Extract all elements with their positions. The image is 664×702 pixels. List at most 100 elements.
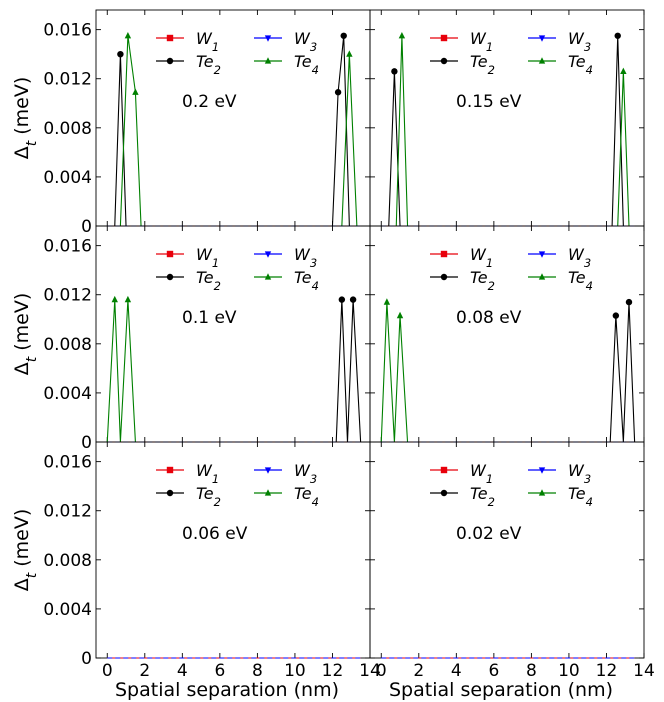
series-Te2 — [381, 32, 635, 227]
chart-panel-3: 0 0.004 0.008 0.012 0.016 W1 W3 Te2 Te4 0.1 eV — [43, 225, 371, 453]
legend: W1 W3 Te2 Te4 — [430, 29, 593, 77]
legend-label: W3 — [294, 461, 317, 486]
chart-panel-6: 0 2 4 6 8 10 12 14 W1 W3 Te2 Te4 0.02 eV — [369, 441, 655, 681]
y-tick-label: 0.012 — [43, 70, 92, 90]
panel-annotation: 0.15 eV — [456, 92, 522, 112]
legend-marker — [166, 273, 174, 281]
legend-item-Te4: Te4 — [254, 268, 319, 293]
legend-marker — [440, 34, 448, 42]
legend-item-Te4: Te4 — [528, 484, 593, 509]
panel-frame — [95, 225, 371, 443]
chart-panel-4: W1 W3 Te2 Te4 0.08 eV — [369, 225, 645, 443]
legend-label: W3 — [568, 245, 591, 270]
point-Te4 — [111, 295, 118, 303]
chart-panel-1: 0 0.004 0.008 0.012 0.016 W1 W3 Te2 Te4 0.2 eV — [43, 9, 371, 237]
legend: W1 W3 Te2 Te4 — [430, 461, 593, 509]
x-tick-label: 4 — [451, 661, 462, 681]
legend: W1 W3 Te2 Te4 — [156, 29, 319, 77]
legend-label: W1 — [196, 245, 219, 270]
x-tick-label: 0 — [376, 661, 387, 681]
y-tick-label: 0.004 — [43, 600, 92, 620]
legend-item-W3: W3 — [254, 461, 317, 486]
x-axis-label: Spatial separation (nm) — [115, 679, 339, 701]
legend-label: W1 — [196, 29, 219, 54]
y-tick-label: 0.016 — [43, 21, 92, 41]
x-tick-label: 14 — [359, 661, 381, 681]
x-tick-label: 8 — [252, 661, 263, 681]
legend-item-Te2: Te2 — [156, 268, 221, 293]
point-Te4 — [124, 295, 132, 303]
x-tick-label: 10 — [284, 661, 306, 681]
legend-label: Te2 — [470, 268, 495, 293]
series-Te2 — [107, 32, 361, 227]
legend-marker — [440, 273, 448, 281]
legend-label: Te2 — [470, 52, 495, 77]
y-tick-label: 0.016 — [43, 453, 92, 473]
legend-item-Te4: Te4 — [254, 484, 319, 509]
point-Te2 — [340, 32, 347, 39]
y-tick-label: 0.008 — [43, 119, 92, 139]
panel-annotation: 0.1 eV — [182, 308, 237, 328]
x-tick-label: 14 — [633, 661, 655, 681]
panel-frame — [369, 225, 645, 443]
y-axis-labels: Δt (meV) Δt (meV) Δt (meV) — [11, 77, 40, 592]
legend-item-W1: W1 — [430, 245, 493, 270]
legend-marker — [166, 489, 174, 497]
panel-annotation: 0.2 eV — [182, 92, 237, 112]
legend-marker — [440, 57, 448, 65]
panel-frame — [95, 9, 371, 227]
legend-label: Te2 — [470, 484, 495, 509]
legend-label: Te4 — [294, 484, 319, 509]
point-Te2 — [391, 68, 398, 75]
legend-marker — [538, 251, 546, 258]
point-Te2 — [117, 50, 124, 58]
y-axis-label: Δt (meV) — [11, 77, 40, 160]
series-line-Te2 — [107, 35, 361, 227]
panel-frame — [369, 441, 645, 659]
legend-label: W1 — [196, 461, 219, 486]
point-Te4 — [398, 31, 406, 39]
legend-label: Te4 — [568, 52, 593, 77]
point-Te2 — [614, 32, 621, 39]
y-tick-label: 0.008 — [43, 551, 92, 571]
panel-annotation: 0.08 eV — [456, 308, 522, 328]
series-Te4 — [381, 31, 635, 227]
point-Te4 — [620, 67, 627, 74]
legend-label: Te4 — [294, 268, 319, 293]
legend-marker — [166, 57, 174, 65]
point-Te2 — [338, 296, 346, 303]
legend-marker — [264, 273, 272, 280]
legend-label: Te4 — [294, 52, 319, 77]
x-axis-labels: Spatial separation (nm) Spatial separatio… — [115, 679, 613, 701]
point-Te2 — [625, 298, 633, 306]
legend-label: W1 — [470, 245, 493, 270]
y-tick-label: 0.008 — [43, 335, 92, 355]
y-tick-label: 0.012 — [43, 502, 92, 522]
legend-item-W1: W1 — [156, 245, 219, 270]
legend-item-Te4: Te4 — [254, 52, 319, 77]
panel-annotation: 0.06 eV — [182, 524, 248, 544]
panel-annotation: 0.02 eV — [456, 524, 522, 544]
panel-frame — [95, 441, 371, 659]
legend-label: W1 — [470, 461, 493, 486]
legend-label: Te2 — [196, 484, 221, 509]
legend: W1 W3 Te2 Te4 — [156, 461, 319, 509]
point-Te2 — [334, 89, 342, 96]
legend-item-W1: W1 — [430, 461, 493, 486]
point-Te4 — [383, 298, 391, 305]
x-tick-label: 2 — [413, 661, 424, 681]
legend-item-Te2: Te2 — [156, 484, 221, 509]
legend-item-Te4: Te4 — [528, 268, 593, 293]
x-tick-label: 6 — [214, 661, 225, 681]
legend-marker — [264, 467, 272, 474]
y-tick-label: 0.004 — [43, 168, 92, 188]
legend-marker — [264, 57, 272, 64]
legend-label: W1 — [470, 29, 493, 54]
x-tick-label: 0 — [102, 661, 113, 681]
legend-marker — [264, 251, 272, 258]
point-Te2 — [349, 296, 357, 303]
y-axis-label: Δt (meV) — [11, 509, 40, 592]
chart-panel-5: 0 0.004 0.008 0.012 0.016 0 2 4 6 8 10 12 14 W1 W3 Te2 T… — [43, 441, 381, 681]
y-tick-label: 0.004 — [43, 384, 92, 404]
